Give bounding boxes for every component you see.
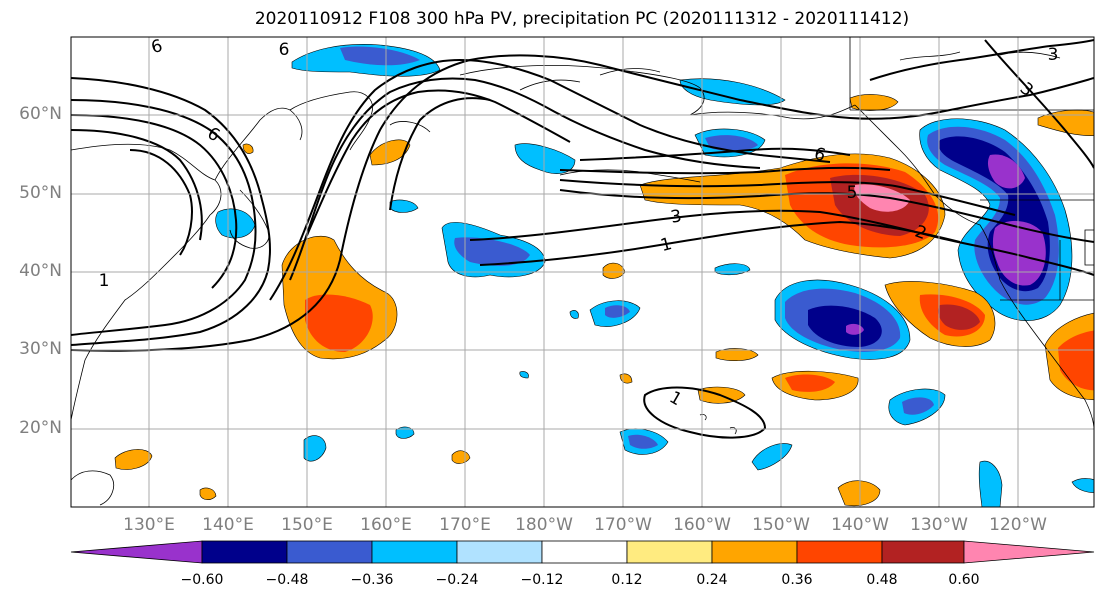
colorbar-segment	[796, 540, 883, 564]
colorbar-segment	[963, 540, 1095, 564]
colorbar-tick-label: −0.12	[520, 572, 564, 588]
precip-negative-region	[808, 305, 882, 347]
precip-negative-region	[389, 199, 419, 213]
precip-negative-region	[569, 310, 579, 319]
precip-negative-region	[395, 426, 415, 439]
precip-positive-region	[715, 348, 759, 361]
longitude-label: 120°W	[989, 515, 1047, 535]
precip-positive-region	[305, 294, 373, 352]
latitude-label: 50°N	[19, 183, 62, 203]
longitude-label: 150°W	[752, 515, 810, 535]
colorbar-tick-label: 0.60	[948, 572, 980, 588]
precip-positive-region	[242, 143, 254, 154]
precip-positive-region	[199, 487, 217, 500]
precip-negative-region	[992, 220, 1046, 286]
longitude-label: 140°W	[831, 515, 889, 535]
longitude-label: 170°W	[594, 515, 652, 535]
contour-label: 6	[279, 40, 290, 60]
precip-negative-region	[605, 305, 630, 318]
precip-negative-region	[303, 435, 327, 462]
contour-label: 3	[1048, 45, 1059, 65]
contour-label: 3	[669, 206, 683, 228]
colorbar-segment	[70, 540, 203, 564]
latitude-label: 40°N	[19, 261, 62, 281]
precip-negative-region	[454, 237, 530, 266]
longitude-label: 180°W	[515, 515, 573, 535]
longitude-label: 150°E	[281, 515, 333, 535]
colorbar-tick-label: −0.24	[435, 572, 479, 588]
map-title: 2020110912 F108 300 hPa PV, precipitatio…	[254, 9, 910, 29]
precip-negative-region	[519, 371, 529, 379]
colorbar-tick-label: 0.12	[611, 572, 643, 588]
contour-label: 5	[847, 183, 858, 203]
colorbar-segment	[881, 540, 965, 564]
latitude-label: 30°N	[19, 339, 62, 359]
pv-contours	[71, 39, 1094, 439]
colorbar-tick-label: −0.60	[180, 572, 224, 588]
precip-negative-region	[751, 443, 793, 471]
longitude-label: 130°W	[910, 515, 968, 535]
colorbar-tick-label: −0.48	[265, 572, 309, 588]
contour-label: 1	[99, 271, 110, 291]
colorbar-tick-label: 0.24	[696, 572, 728, 588]
latitude-label: 20°N	[19, 418, 62, 438]
precip-positive-region	[785, 374, 835, 392]
precip-negative-region	[978, 460, 1003, 507]
precipitation-shading	[114, 44, 1094, 507]
colorbar-segment	[371, 540, 458, 564]
map-frame	[70, 36, 1095, 508]
contour-label: 6	[149, 36, 165, 58]
precip-positive-region	[837, 480, 881, 507]
longitude-label: 130°E	[123, 515, 175, 535]
precip-positive-region	[854, 184, 910, 212]
colorbar-segment	[626, 540, 713, 564]
colorbar-tick-label: −0.36	[350, 572, 394, 588]
precip-positive-region	[937, 304, 980, 330]
colorbar-segment	[711, 540, 798, 564]
precip-positive-region	[1037, 109, 1094, 136]
precip-positive-region	[369, 139, 411, 166]
precip-negative-region	[1071, 478, 1094, 493]
colorbar-segment	[456, 540, 543, 564]
longitude-label: 160°E	[360, 515, 412, 535]
longitude-label: 170°E	[439, 515, 491, 535]
contour-label: 6	[812, 144, 828, 166]
colorbar-tick-label: 0.48	[866, 572, 898, 588]
latitude-label: 60°N	[19, 104, 62, 124]
colorbar-segment	[541, 540, 628, 564]
contour-label: 1	[658, 234, 674, 256]
precip-negative-region	[514, 143, 576, 174]
colorbar-tick-label: 0.36	[781, 572, 813, 588]
precip-negative-region	[705, 135, 758, 152]
precip-positive-region	[114, 449, 153, 470]
precip-negative-region	[987, 154, 1025, 189]
longitude-label: 140°E	[202, 515, 254, 535]
colorbar-segment	[286, 540, 373, 564]
colorbar	[70, 540, 1095, 564]
colorbar-segment	[201, 540, 288, 564]
longitude-label: 160°W	[673, 515, 731, 535]
graticule	[71, 37, 1094, 507]
precip-negative-region	[628, 434, 658, 449]
precip-negative-region	[340, 46, 420, 66]
precip-negative-region	[902, 397, 934, 415]
